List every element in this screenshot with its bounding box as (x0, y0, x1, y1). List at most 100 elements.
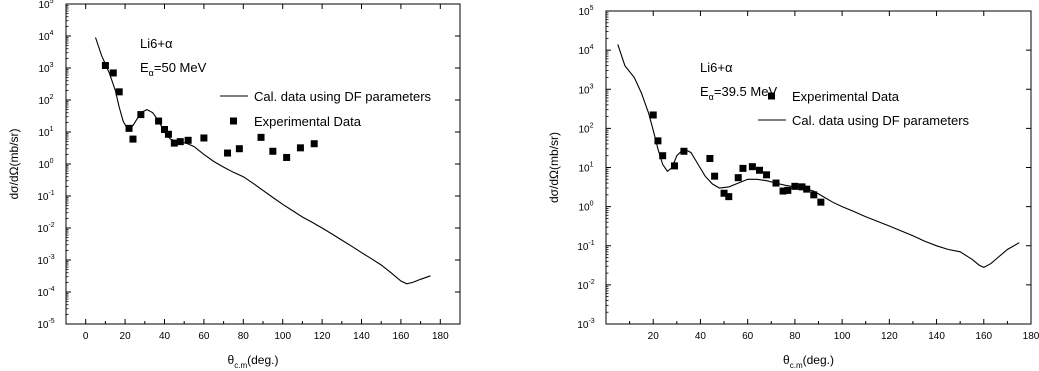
x-tick-label: 140 (928, 331, 945, 342)
chart-panel-left: 0 20 40 60 80 100 120 140 160 180 10-510-410-310-… (7, 0, 461, 370)
legend-label: Experimental Data (254, 114, 362, 129)
experimental-point (184, 136, 192, 144)
experimental-point (748, 163, 756, 171)
x-tick-label: 60 (198, 331, 210, 342)
y-tick-label: 10-1 (37, 190, 54, 203)
y-tick-label: 101 (38, 126, 53, 139)
y-tick-label: 10-2 (37, 222, 54, 235)
experimental-point (155, 117, 163, 125)
x-tick-label: 40 (159, 331, 171, 342)
data-layer (94, 37, 431, 285)
legend-square-swatch (230, 117, 237, 125)
experimental-point (101, 61, 109, 69)
x-tick-label: 80 (238, 331, 250, 342)
x-tick-label: 60 (742, 331, 754, 342)
experimental-point (269, 147, 277, 155)
experimental-point (725, 193, 733, 201)
legend-label: Experimental Data (792, 89, 900, 104)
x-tick-label: 120 (314, 331, 331, 342)
y-tick-label: 10-2 (577, 279, 594, 292)
x-tick-label: 100 (834, 331, 851, 342)
y-tick-label: 104 (578, 44, 593, 57)
experimental-point (803, 185, 811, 193)
experimental-point (810, 191, 818, 199)
x-tick-label: 180 (432, 331, 449, 342)
experimental-point (798, 183, 806, 191)
experimental-point (161, 125, 168, 133)
experimental-point (283, 153, 291, 161)
y-tick-label: 100 (578, 201, 593, 214)
x-tick-label: 100 (274, 331, 291, 342)
x-tick-label: 140 (353, 331, 370, 342)
y-tick-label: 10-3 (577, 318, 594, 331)
experimental-point (310, 140, 318, 148)
experimental-point (164, 130, 172, 138)
legend-label: Cal. data using DF parameters (792, 113, 970, 128)
experimental-point (296, 144, 304, 152)
experimental-point (734, 174, 742, 182)
x-axis-label: θc.m(deg.) (783, 353, 834, 370)
experimental-point (791, 182, 799, 190)
x-tick-labels: 0 20 40 60 80 100 120 140 160 180 (83, 331, 449, 342)
experimental-point (784, 186, 792, 194)
experimental-point (706, 154, 714, 162)
y-tick-label: 100 (38, 158, 53, 171)
calculated-curve (617, 44, 1020, 269)
tick-marks (65, 3, 461, 325)
y-tick-label: 10-1 (577, 240, 594, 253)
experimental-point (137, 111, 145, 119)
y-axis-label: dσ/dΩ(mb/sr) (7, 128, 21, 199)
y-axis-label: dσ/dΩ(mb/sr) (547, 132, 561, 203)
experimental-point (755, 166, 763, 174)
legend-label: Cal. data using DF parameters (254, 89, 432, 104)
experimental-point (257, 133, 265, 141)
reaction-label: Li6+α (700, 60, 733, 75)
experimental-point (200, 134, 208, 142)
tick-marks (605, 10, 1032, 325)
y-tick-label: 10-4 (37, 286, 54, 299)
y-tick-label: 10-3 (37, 254, 54, 267)
experimental-point (711, 172, 719, 180)
legend-square-swatch (768, 92, 775, 100)
experimental-point (739, 164, 747, 172)
x-tick-label: 180 (1023, 331, 1039, 342)
experimental-point (224, 149, 232, 157)
experimental-point (109, 69, 117, 77)
experimental-point (129, 135, 137, 143)
experimental-point (176, 138, 184, 146)
x-tick-label: 80 (789, 331, 801, 342)
experimental-point (654, 137, 662, 145)
x-tick-label: 160 (975, 331, 992, 342)
y-tick-label: 105 (38, 0, 53, 11)
y-tick-label: 103 (38, 62, 53, 75)
experimental-point (659, 152, 667, 160)
y-tick-label: 101 (578, 162, 593, 175)
x-tick-label: 20 (648, 331, 660, 342)
x-tick-label: 160 (393, 331, 410, 342)
y-tick-label: 102 (578, 122, 593, 135)
y-tick-label: 105 (578, 5, 593, 18)
experimental-point (817, 198, 825, 206)
experimental-point (720, 189, 728, 197)
reaction-label: Li6+α (140, 36, 173, 51)
x-tick-labels: 20 40 60 80 100 120 140 160 180 (648, 331, 1039, 342)
y-tick-label: 102 (38, 94, 53, 107)
y-tick-labels: 10-5 10-4 10-3 10-2 10-1 100 101 102 103 104 105 (37, 0, 54, 331)
x-tick-label: 0 (83, 331, 89, 342)
x-tick-label: 40 (695, 331, 707, 342)
experimental-point (125, 124, 133, 132)
experimental-point (170, 139, 178, 147)
experimental-point (115, 88, 123, 96)
legend: Cal. data using DF parameters Experimenta… (220, 89, 432, 129)
plot-frame (605, 10, 1032, 325)
y-tick-label: 104 (38, 30, 53, 43)
experimental-point (772, 179, 780, 187)
x-axis-label: θc.m(deg.) (228, 353, 279, 370)
experimental-point (235, 145, 243, 153)
experimental-point (763, 171, 771, 179)
data-layer (617, 44, 1020, 269)
experimental-point (670, 162, 678, 170)
experimental-point (680, 147, 688, 155)
chart-panel-right: 20 40 60 80 100 120 140 160 180 10-310-210-11001… (547, 5, 1039, 370)
